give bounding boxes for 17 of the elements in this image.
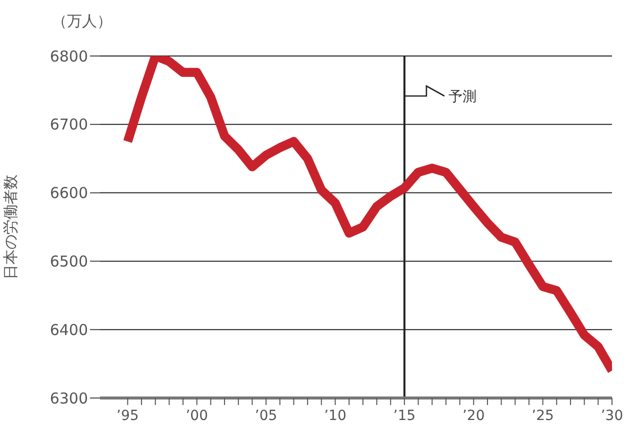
x-tick-label: ’25 [532,408,554,424]
y-tick-label: 6800 [50,47,88,66]
x-tick-label: ’05 [254,408,278,424]
y-tick-label: 6500 [50,252,88,271]
x-tick-label: ’30 [600,408,624,424]
y-tick-label: 6400 [50,320,88,339]
x-tick-label: ’95 [116,408,139,424]
x-tick-label: ’20 [462,408,485,424]
y-tick-label: 6300 [50,389,88,408]
x-tick-label: ’00 [186,408,208,424]
ref-line-label: 予測 [448,89,476,105]
y-axis-title: 日本の労働者数 [1,174,20,280]
y-tick-label: 6700 [50,116,88,134]
x-tick-label: ’15 [393,408,416,424]
text: （万人） [52,12,112,31]
y-tick-label: 6600 [50,184,88,202]
x-tick-label: ’10 [324,408,346,424]
